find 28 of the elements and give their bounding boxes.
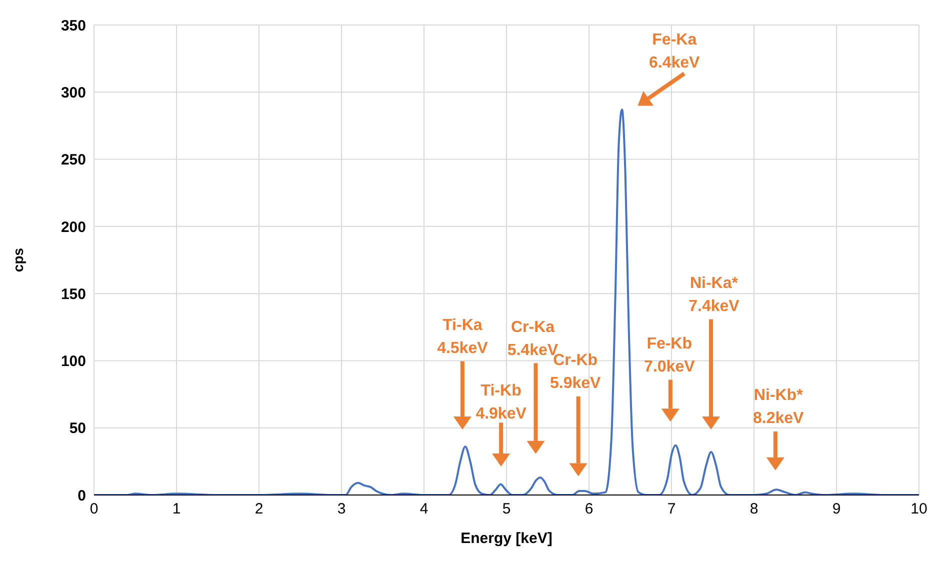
y-tick-label: 100 [60, 353, 86, 370]
y-tick-label: 300 [60, 84, 86, 102]
x-axis-title: Energy [keV] [460, 530, 552, 547]
y-tick-label: 250 [60, 152, 86, 169]
x-tick-label: 9 [832, 500, 841, 518]
y-axis-title: cps [10, 248, 26, 272]
annotation: Fe-Kb 7.0keV [644, 336, 696, 376]
x-tick-label: 10 [910, 500, 928, 518]
x-tick-label: 0 [90, 500, 98, 518]
y-tick-label: 50 [69, 420, 86, 438]
x-tick-label: 8 [750, 500, 758, 518]
x-tick-label: 1 [172, 500, 181, 518]
line-series [94, 108, 919, 495]
x-tick-label: 6 [584, 500, 594, 518]
annotation: Ni-Ka* 7.4keV [688, 275, 740, 316]
y-tick-label: 0 [78, 487, 86, 504]
x-tick-label: 2 [254, 500, 264, 518]
annotation: Fe-Ka 6.4keV [649, 31, 700, 72]
annotation: Ni-Kb* 8.2keV [753, 387, 804, 428]
x-tick-label: 4 [420, 500, 428, 518]
y-tick-label: 150 [60, 286, 86, 303]
x-tick-label: 5 [502, 500, 511, 518]
x-tick-label: 3 [337, 500, 346, 518]
annotation: Ti-Ka 4.5keV [437, 317, 488, 358]
annotation: Ti-Kb 4.9keV [476, 382, 527, 422]
y-tick-label: 200 [60, 218, 86, 236]
y-tick-label: 350 [60, 17, 86, 34]
x-tick-label: 7 [667, 500, 676, 518]
